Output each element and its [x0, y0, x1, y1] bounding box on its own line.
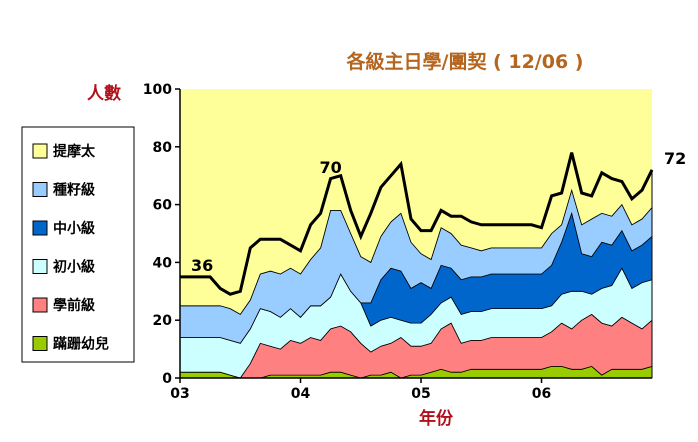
chart-title: 各級主日學/團契 ( 12/06 ): [346, 50, 584, 73]
legend-swatch: [32, 182, 48, 197]
legend-swatch: [32, 336, 48, 351]
y-tick-label: 100: [143, 82, 172, 98]
y-tick-label: 60: [153, 198, 173, 214]
legend-swatch: [32, 143, 48, 159]
legend-label: 蹣跚幼兒: [53, 336, 109, 353]
x-tick-label: 04: [291, 386, 311, 402]
annotation-label: 72: [664, 149, 686, 168]
legend-swatch: [32, 220, 48, 236]
legend-swatch: [32, 297, 48, 313]
legend-label: 中小級: [53, 220, 95, 237]
annotation-label: 70: [320, 158, 342, 177]
legend-label: 學前級: [53, 297, 95, 314]
x-tick-label: 03: [170, 386, 189, 402]
x-tick-label: 06: [532, 386, 551, 402]
y-tick-label: 20: [153, 313, 173, 329]
tick-labels: 0 20 40 60 80 100 03 04 05 06: [143, 82, 552, 402]
total-line-group: [180, 152, 654, 296]
legend-swatch: [32, 259, 48, 274]
legend-label: 初小級: [53, 259, 95, 276]
annotations: 36 70 72: [191, 149, 686, 275]
x-axis-label: 年份: [419, 408, 454, 429]
legend-label: 提摩太: [53, 143, 96, 160]
y-axis-label: 人數: [87, 83, 121, 104]
annotation-label: 36: [191, 256, 213, 275]
axes: [175, 88, 653, 383]
x-tick-label: 05: [411, 386, 430, 402]
y-tick-label: 0: [162, 371, 172, 387]
y-tick-label: 80: [153, 140, 173, 156]
legend-frame: [21, 126, 135, 363]
legend-label: 種籽級: [53, 182, 95, 199]
total-line: [180, 152, 654, 296]
y-tick-label: 40: [153, 255, 173, 271]
